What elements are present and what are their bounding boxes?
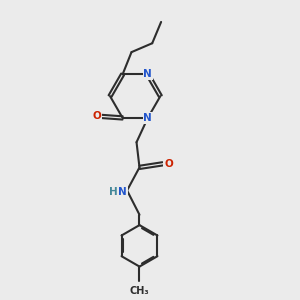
Text: N: N bbox=[143, 69, 152, 79]
Text: N: N bbox=[143, 113, 152, 123]
Text: CH₃: CH₃ bbox=[130, 286, 149, 296]
Text: O: O bbox=[92, 112, 101, 122]
Text: O: O bbox=[164, 159, 173, 169]
Text: H: H bbox=[109, 187, 118, 197]
Text: N: N bbox=[118, 187, 127, 197]
